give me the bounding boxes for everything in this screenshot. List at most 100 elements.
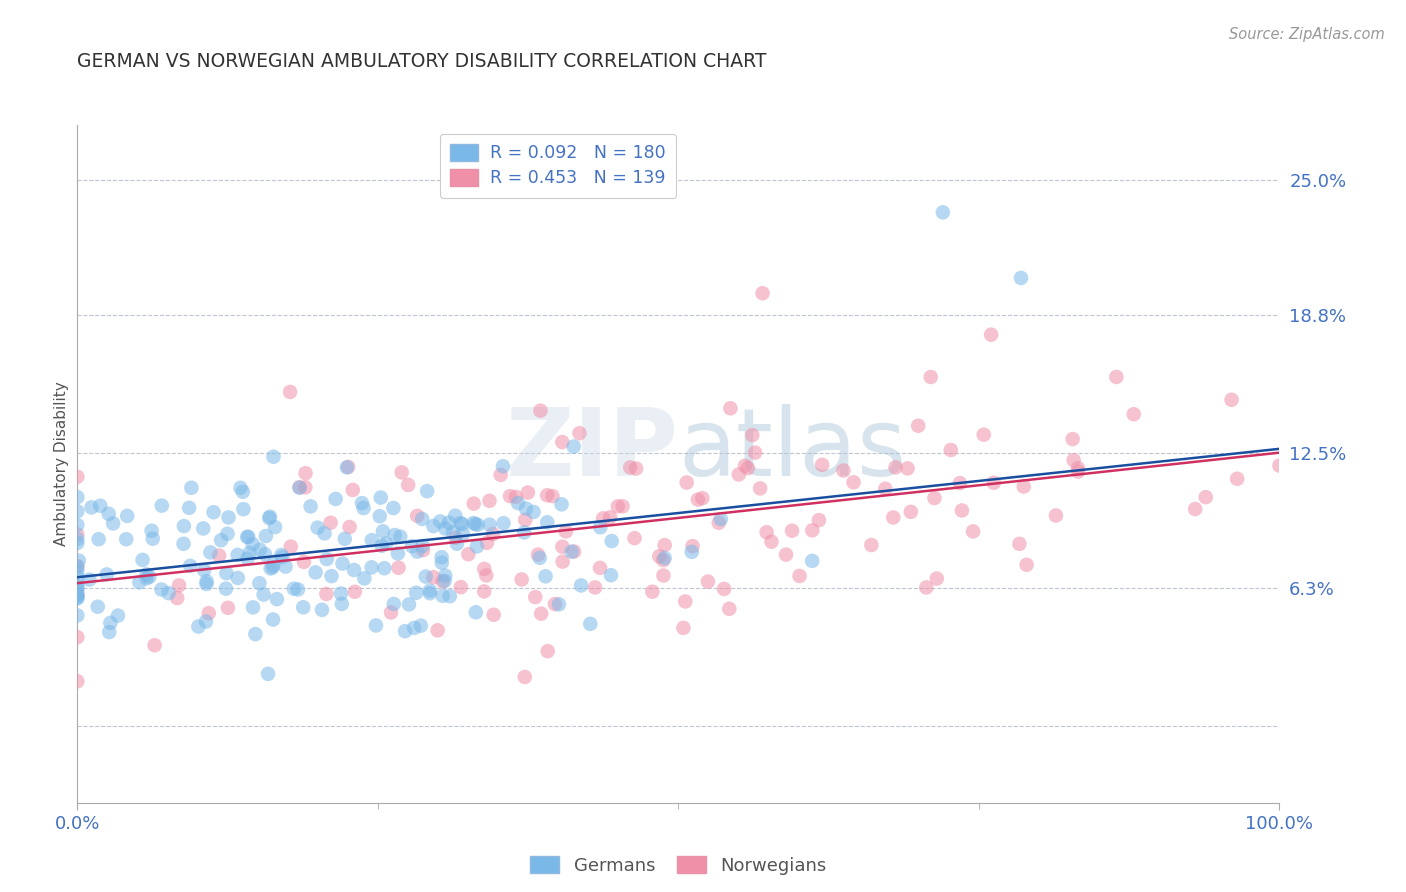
Point [391, 466, 413, 480]
Point [353, 571, 375, 585]
Point [343, 584, 366, 599]
Point [682, 539, 704, 553]
Point [686, 492, 709, 507]
Point [173, 537, 195, 551]
Point [444, 508, 467, 523]
Point [641, 584, 664, 599]
Point [217, 526, 239, 541]
Point [548, 597, 571, 611]
Point [193, 521, 215, 535]
Point [194, 615, 217, 629]
Point [589, 561, 612, 575]
Point [135, 567, 157, 582]
Point [562, 440, 585, 454]
Point [382, 597, 405, 611]
Point [464, 605, 486, 619]
Point [612, 500, 634, 514]
Point [1067, 461, 1090, 475]
Point [131, 553, 153, 567]
Point [138, 570, 160, 584]
Point [67, 553, 90, 567]
Point [180, 481, 202, 495]
Point [336, 460, 359, 475]
Point [842, 475, 865, 490]
Point [737, 461, 759, 475]
Point [551, 435, 574, 450]
Point [364, 618, 387, 632]
Point [66, 504, 89, 518]
Point [215, 566, 238, 581]
Point [980, 327, 1002, 342]
Point [467, 517, 489, 532]
Point [333, 532, 356, 546]
Point [529, 550, 551, 565]
Point [263, 450, 285, 464]
Point [128, 575, 150, 590]
Point [811, 458, 834, 472]
Point [264, 520, 287, 534]
Point [897, 461, 920, 475]
Point [780, 524, 803, 538]
Point [292, 600, 315, 615]
Point [801, 554, 824, 568]
Point [387, 546, 409, 560]
Point [66, 581, 89, 595]
Point [325, 491, 347, 506]
Point [66, 589, 89, 603]
Point [382, 501, 405, 516]
Point [79, 573, 101, 587]
Point [744, 445, 766, 459]
Point [472, 562, 495, 576]
Point [463, 516, 485, 530]
Point [307, 521, 329, 535]
Point [66, 570, 89, 584]
Point [262, 560, 284, 574]
Point [405, 586, 427, 600]
Point [373, 561, 395, 575]
Point [115, 532, 138, 546]
Point [465, 540, 488, 554]
Point [319, 516, 342, 530]
Point [1008, 537, 1031, 551]
Point [1062, 432, 1084, 446]
Point [1063, 453, 1085, 467]
Point [444, 531, 467, 545]
Point [515, 513, 537, 527]
Point [446, 537, 468, 551]
Point [247, 576, 270, 591]
Point [304, 566, 326, 580]
Point [875, 482, 897, 496]
Point [370, 491, 392, 505]
Point [441, 525, 464, 540]
Point [692, 491, 714, 506]
Point [450, 516, 472, 531]
Point [66, 518, 89, 533]
Point [907, 418, 929, 433]
Point [513, 525, 536, 540]
Point [472, 584, 495, 599]
Legend: Germans, Norwegians: Germans, Norwegians [523, 848, 834, 882]
Point [434, 521, 457, 535]
Point [478, 517, 501, 532]
Point [1122, 407, 1144, 421]
Point [215, 582, 238, 596]
Point [66, 532, 89, 546]
Point [236, 530, 259, 544]
Point [551, 540, 574, 554]
Point [254, 529, 277, 543]
Point [499, 489, 522, 503]
Point [592, 511, 614, 525]
Point [1184, 502, 1206, 516]
Point [673, 594, 696, 608]
Point [775, 548, 797, 562]
Point [299, 500, 322, 514]
Point [939, 443, 962, 458]
Point [949, 476, 972, 491]
Point [789, 569, 811, 583]
Point [266, 592, 288, 607]
Point [66, 591, 89, 605]
Point [623, 531, 645, 545]
Point [713, 582, 735, 596]
Point [1012, 479, 1035, 493]
Point [270, 548, 292, 562]
